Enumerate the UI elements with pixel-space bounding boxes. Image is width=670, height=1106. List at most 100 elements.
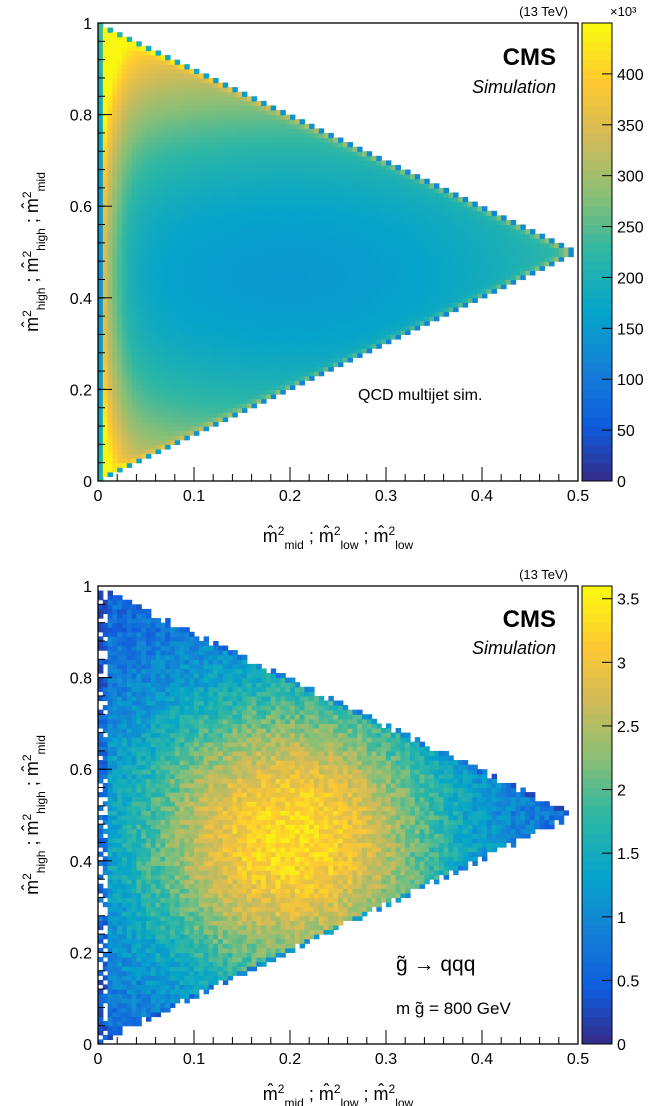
heatmap-cell	[117, 247, 123, 253]
heatmap-cell	[170, 119, 176, 125]
heatmap-cell	[246, 100, 253, 107]
heatmap-cell	[376, 169, 382, 175]
heatmap-cell	[309, 343, 315, 349]
heatmap-cell	[338, 256, 344, 262]
heatmap-cell	[242, 252, 248, 258]
heatmap-cell	[491, 242, 497, 249]
heatmap-cell	[179, 105, 185, 111]
heatmap-cell	[410, 284, 416, 290]
heatmap-cell	[146, 68, 152, 74]
heatmap-cell	[376, 256, 382, 262]
heatmap-cell	[318, 261, 325, 267]
heatmap-cell	[232, 284, 238, 290]
heatmap-cell	[314, 233, 320, 239]
heatmap-cell	[237, 297, 243, 303]
heatmap-cell	[222, 247, 229, 253]
heatmap-cell	[458, 215, 464, 221]
heatmap-cell	[400, 302, 406, 308]
heatmap-cell	[227, 178, 233, 184]
heatmap-cell	[112, 361, 118, 368]
heatmap-cell	[314, 247, 320, 253]
heatmap-cell	[141, 403, 147, 409]
heatmap-cell	[232, 110, 238, 116]
heatmap-cell	[299, 123, 305, 129]
heatmap-cell	[251, 169, 257, 175]
heatmap-cell	[290, 123, 296, 129]
heatmap-cell	[251, 137, 257, 143]
heatmap-cell	[150, 96, 157, 102]
heatmap-cell	[266, 288, 272, 294]
heatmap-cell	[323, 160, 329, 166]
heatmap-cell	[141, 380, 147, 386]
heatmap-cell	[203, 132, 209, 139]
heatmap-cell	[549, 242, 555, 249]
heatmap-cell	[256, 306, 262, 313]
heatmap-cell	[299, 252, 305, 258]
heatmap-cell	[251, 361, 257, 368]
heatmap-cell	[266, 174, 272, 180]
heatmap-cell	[342, 261, 349, 267]
heatmap-cell	[242, 238, 248, 244]
heatmap-cell	[352, 151, 358, 157]
heatmap-cell	[294, 201, 301, 207]
heatmap-cell	[146, 178, 152, 184]
heatmap-cell	[160, 435, 166, 441]
heatmap-cell	[198, 366, 205, 372]
heatmap-cell	[102, 155, 109, 161]
heatmap-cell	[347, 325, 353, 331]
heatmap-cell	[482, 242, 488, 249]
heatmap-cell	[242, 96, 248, 102]
heatmap-cell	[150, 384, 157, 390]
heatmap-cell	[150, 343, 157, 349]
heatmap-cell	[141, 435, 147, 441]
heatmap-cell	[266, 302, 272, 308]
heatmap-cell	[208, 393, 214, 400]
heatmap-cell	[261, 242, 267, 249]
heatmap-cell	[285, 247, 291, 253]
heatmap-cell	[266, 215, 272, 221]
heatmap-cell	[405, 261, 411, 267]
heatmap-cell	[256, 187, 262, 194]
heatmap-cell	[342, 206, 349, 212]
heatmap-cell	[429, 229, 435, 235]
heatmap-cell	[304, 348, 310, 354]
heatmap-cell	[122, 412, 128, 418]
heatmap-cell	[362, 297, 368, 303]
heatmap-cell	[218, 393, 224, 400]
heatmap-cell	[141, 325, 147, 331]
heatmap-cell	[318, 178, 325, 184]
heatmap-cell	[395, 316, 401, 322]
heatmap-cell	[280, 210, 286, 216]
heatmap-cell	[102, 123, 109, 129]
heatmap-cell	[328, 352, 334, 358]
heatmap-cell	[256, 233, 262, 239]
heatmap-cell	[496, 265, 502, 271]
heatmap-cell	[179, 325, 185, 331]
heatmap-cell	[275, 151, 281, 157]
heatmap-cell	[338, 279, 344, 285]
heatmap-cell	[314, 174, 320, 180]
heatmap-cell	[438, 206, 445, 212]
heatmap-cell	[160, 64, 166, 70]
heatmap-cell	[419, 224, 425, 230]
heatmap-cell	[107, 306, 113, 313]
heatmap-cell	[136, 375, 142, 381]
heatmap-cell	[242, 311, 248, 317]
heatmap-cell	[525, 229, 531, 235]
heatmap-cell	[189, 398, 195, 404]
heatmap-cell	[155, 252, 161, 258]
heatmap-cell	[458, 201, 464, 207]
heatmap-cell	[170, 256, 176, 262]
heatmap-cell	[222, 210, 229, 216]
heatmap-cell	[328, 178, 334, 184]
heatmap-cell	[429, 201, 435, 207]
heatmap-cell	[170, 403, 176, 409]
heatmap-cell	[275, 265, 281, 271]
heatmap-cell	[165, 201, 171, 207]
heatmap-cell	[165, 247, 171, 253]
heatmap-cell	[352, 325, 358, 331]
heatmap-cell	[222, 91, 229, 97]
heatmap-cell	[434, 311, 440, 317]
heatmap-cell	[117, 389, 123, 395]
heatmap-cell	[165, 293, 171, 299]
